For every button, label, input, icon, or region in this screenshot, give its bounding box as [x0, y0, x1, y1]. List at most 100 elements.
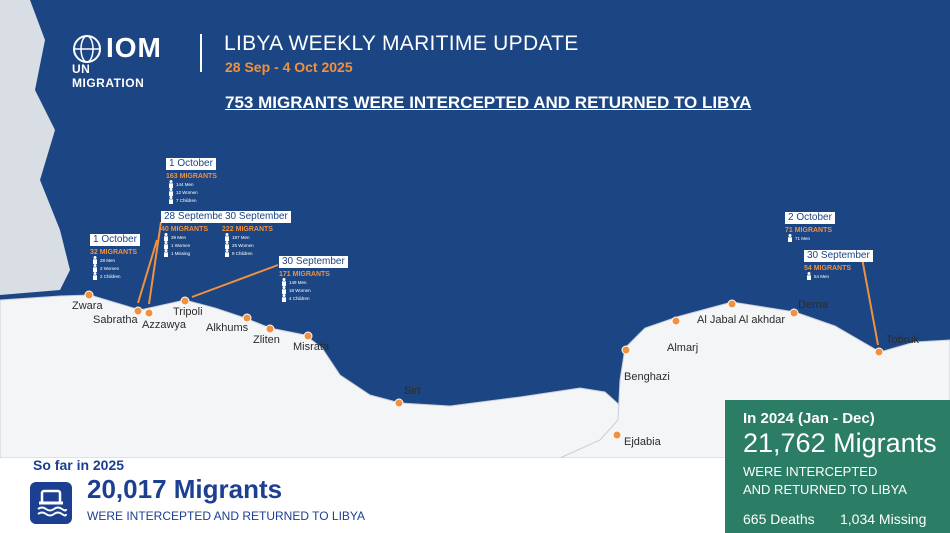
missing-count: 1 Missing [171, 250, 191, 256]
year-2024-label: In 2024 (Jan - Dec) [743, 410, 875, 427]
city-label: Tobruk [886, 334, 920, 346]
person-icon [807, 272, 811, 280]
city-label: Almarj [667, 342, 699, 354]
city-label: Benghazi [624, 371, 670, 383]
incident-date: 1 October [166, 158, 216, 170]
incident-migrants: 40 MIGRANTS [161, 226, 209, 233]
city-label: Alkhums [206, 322, 249, 334]
incident-women: 26 Women [224, 241, 291, 249]
incident-migrants: 171 MIGRANTS [279, 271, 330, 278]
city-marker [242, 313, 252, 323]
city-marker [84, 290, 94, 300]
person-icon [164, 241, 168, 249]
city-marker [671, 316, 681, 326]
children-count: 2 Children [100, 273, 121, 279]
so-far-label: So far in 2025 [33, 457, 125, 473]
person-icon [93, 272, 97, 280]
incident-label: 28 September 40 MIGRANTS 39 Men 1 Women 1 Mi… [161, 206, 230, 257]
person-icon [282, 286, 286, 294]
city-label: Zwara [72, 300, 103, 312]
incident-missing: 1 Missing [163, 249, 230, 257]
text-line: WERE INTERCEPTED [743, 464, 878, 479]
city-marker [789, 308, 799, 318]
tunisia-land [0, 0, 70, 295]
person-icon [282, 294, 286, 302]
person-icon [164, 233, 168, 241]
city-label: Azzawya [142, 319, 187, 331]
person-icon [282, 278, 286, 286]
city-marker [303, 331, 313, 341]
logo-sub: UN MIGRATION [72, 62, 145, 90]
women-count: 18 Women [289, 287, 311, 293]
city-marker [394, 398, 404, 408]
incident-women: 2 Women [92, 264, 140, 272]
women-count: 26 Women [232, 242, 254, 248]
city-label: Sirt [404, 385, 421, 397]
incident-children: 9 Children [224, 249, 291, 257]
city-label: Ejdabia [624, 436, 661, 448]
men-count: 144 Men [176, 181, 194, 187]
incident-migrants: 54 MIGRANTS [804, 265, 852, 272]
men-count: 54 Men [814, 273, 830, 279]
men-count: 28 Men [100, 257, 116, 263]
women-count: 12 Women [176, 189, 198, 195]
men-count: 39 Men [171, 234, 187, 240]
incident-men: 54 Men [806, 272, 873, 280]
bottom-panel [0, 458, 725, 533]
incident-date: 2 October [785, 212, 835, 224]
incident-migrants: 71 MIGRANTS [785, 227, 833, 234]
person-icon [169, 180, 173, 188]
person-icon [93, 264, 97, 272]
children-count: 4 Children [289, 295, 310, 301]
incident-date: 28 September [161, 211, 230, 223]
person-icon [225, 249, 229, 257]
men-count: 187 Men [232, 234, 250, 240]
incident-migrants: 222 MIGRANTS [222, 226, 273, 233]
incident-label: 30 September 54 MIGRANTS 54 Men [804, 245, 873, 280]
women-count: 1 Women [171, 242, 191, 248]
person-icon [788, 234, 792, 242]
city-marker [180, 296, 190, 306]
so-far-text: WERE INTERCEPTED AND RETURNED TO LIBYA [87, 509, 366, 523]
so-far-count: 20,017 Migrants [87, 474, 283, 504]
city-label: Sabratha [93, 314, 138, 326]
incident-label: 30 September 222 MIGRANTS 187 Men 26 Women 9… [222, 206, 291, 257]
children-count: 7 Children [176, 197, 197, 203]
text-line: AND RETURNED TO LIBYA [743, 482, 907, 497]
page-title: LIBYA WEEKLY MARITIME UPDATE [224, 32, 579, 55]
year-2024-text: WERE INTERCEPTED AND RETURNED TO LIBYA [743, 463, 907, 499]
city-label: Derna [798, 299, 828, 311]
children-count: 9 Children [232, 250, 253, 256]
globe-icon [73, 35, 101, 63]
person-icon [169, 188, 173, 196]
city-marker [621, 345, 631, 355]
deaths: 665 Deaths [743, 511, 815, 527]
city-label: Al Jabal Al akhdar [697, 314, 786, 326]
person-icon [169, 196, 173, 204]
incident-women: 12 Women [168, 188, 217, 196]
city-marker [612, 430, 622, 440]
arrows [137, 221, 879, 346]
incident-men: 28 Men [92, 256, 140, 264]
incident-women: 18 Women [281, 286, 348, 294]
person-icon [93, 256, 97, 264]
men-count: 149 Men [289, 279, 307, 285]
incident-date: 30 September [279, 256, 348, 268]
city-marker [133, 306, 143, 316]
city-label: Tripoli [173, 306, 203, 318]
incident-date: 30 September [804, 250, 873, 262]
incident-label: 2 October 71 MIGRANTS 71 Men [785, 207, 835, 242]
person-icon [225, 241, 229, 249]
date-range: 28 Sep - 4 Oct 2025 [225, 59, 353, 75]
incident-men: 144 Men [168, 180, 217, 188]
incident-children: 4 Children [281, 294, 348, 302]
incident-men: 39 Men [163, 233, 230, 241]
women-count: 2 Women [100, 265, 120, 271]
men-count: 71 Men [795, 235, 811, 241]
incident-date: 1 October [90, 234, 140, 246]
city-marker [144, 308, 154, 318]
incident-men: 149 Men [281, 278, 348, 286]
incident-date: 30 September [222, 211, 291, 223]
city-marker [265, 324, 275, 334]
divider [200, 34, 202, 72]
